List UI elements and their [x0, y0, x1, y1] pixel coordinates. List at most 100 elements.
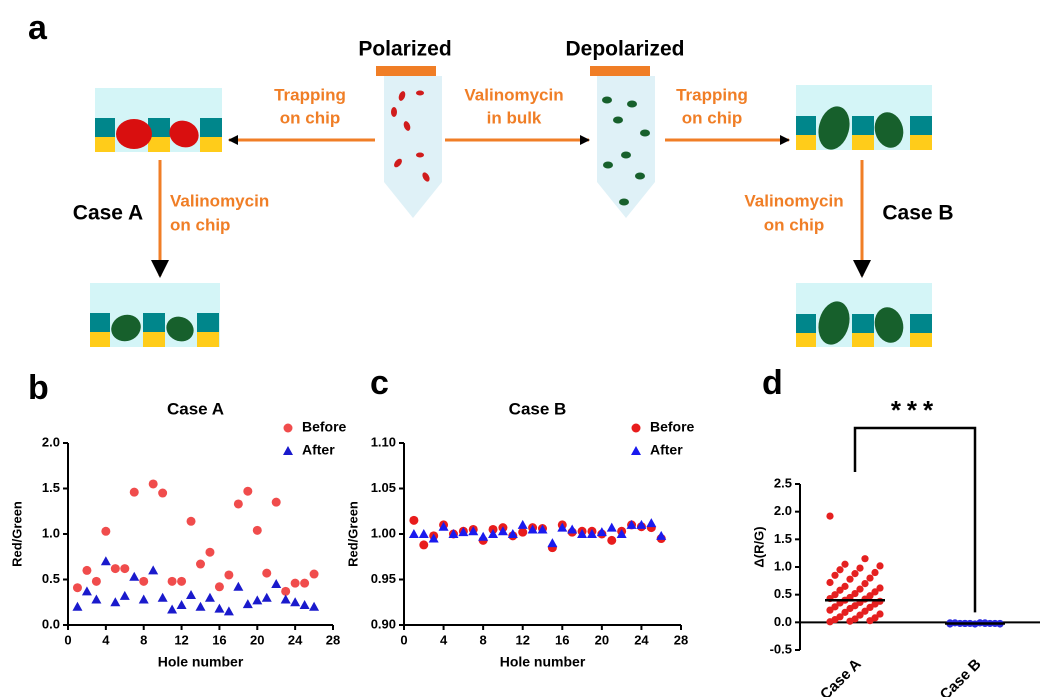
x-tick-label: 4 [102, 632, 110, 647]
y-axis-label: Red/Green [345, 501, 360, 567]
marker [176, 599, 187, 609]
marker [866, 603, 874, 611]
marker [157, 592, 168, 602]
x-tick-label: Case A [817, 656, 865, 697]
label: Valinomycin [744, 191, 843, 210]
marker [101, 526, 111, 536]
x-tick-label: 0 [400, 632, 407, 647]
marker [205, 547, 215, 557]
legend-label: After [650, 442, 683, 458]
marker [214, 582, 224, 592]
panel-letter: a [28, 9, 48, 47]
marker [856, 564, 864, 572]
marker [167, 604, 178, 614]
annotation: *** [891, 395, 939, 425]
marker [110, 564, 120, 574]
marker [309, 569, 319, 579]
marker [224, 570, 234, 580]
marker [841, 560, 849, 568]
marker [636, 519, 647, 529]
label: on chip [280, 108, 340, 127]
x-axis-label: Hole number [500, 654, 586, 670]
marker [148, 565, 159, 575]
marker [300, 578, 310, 588]
marker [826, 512, 834, 520]
marker [871, 568, 879, 577]
y-axis-label: Red/Green [9, 501, 24, 567]
y-tick-label: 1.0 [774, 558, 792, 573]
marker [831, 591, 839, 599]
y-tick-label: 2.0 [42, 434, 60, 449]
label: on chip [170, 215, 230, 234]
marker [831, 571, 839, 579]
marker [196, 559, 205, 569]
y-tick-label: 1.00 [371, 525, 396, 540]
y-tick-label: -0.5 [770, 641, 792, 656]
marker [851, 589, 859, 598]
marker [158, 488, 168, 498]
x-axis-label: Hole number [158, 654, 244, 670]
marker [428, 533, 439, 543]
marker [138, 594, 149, 604]
marker [91, 576, 101, 586]
x-tick-label: 0 [64, 632, 71, 647]
marker [82, 565, 92, 575]
label: Valinomycin [464, 85, 563, 104]
marker [243, 486, 253, 496]
marker [507, 529, 518, 538]
marker [836, 566, 844, 574]
x-tick-label: 24 [634, 632, 649, 647]
marker [186, 589, 197, 599]
marker [271, 497, 281, 507]
marker [846, 617, 854, 625]
marker [195, 601, 206, 611]
marker [626, 519, 637, 529]
label: Case A [73, 202, 143, 225]
marker [826, 606, 834, 614]
marker [280, 594, 291, 604]
y-tick-label: 0.90 [371, 616, 396, 631]
panel-letter: c [370, 364, 389, 402]
y-tick-label: 0.5 [42, 571, 60, 586]
marker [586, 529, 597, 538]
marker [846, 604, 854, 613]
marker [607, 535, 617, 545]
marker [606, 522, 617, 532]
marker [418, 529, 429, 538]
marker [204, 592, 215, 602]
marker [91, 594, 102, 604]
marker [72, 583, 82, 593]
label: Polarized [358, 38, 451, 61]
marker [186, 516, 196, 526]
marker [876, 610, 884, 618]
marker [129, 571, 140, 581]
marker [283, 446, 293, 455]
tube-depolarized [590, 66, 655, 218]
y-tick-label: 2.0 [774, 503, 792, 518]
x-tick-label: 24 [288, 632, 303, 647]
x-tick-label: 16 [555, 632, 569, 647]
marker [252, 595, 263, 605]
y-tick-label: 0.95 [371, 571, 396, 586]
marker [242, 599, 253, 609]
y-tick-label: 0.0 [42, 616, 60, 631]
y-tick-label: 1.05 [371, 480, 396, 495]
marker [836, 586, 844, 594]
marker [271, 579, 282, 589]
x-tick-label: 20 [595, 632, 609, 647]
marker [468, 526, 479, 536]
marker [497, 526, 508, 536]
x-tick-label: 8 [140, 632, 147, 647]
marker [148, 479, 158, 489]
marker [577, 529, 588, 538]
marker [478, 531, 489, 541]
x-tick-label: 12 [174, 632, 188, 647]
marker [290, 578, 300, 588]
marker [517, 519, 528, 529]
marker [119, 590, 130, 600]
y-tick-label: 0.5 [774, 586, 792, 601]
x-tick-label: 8 [480, 632, 487, 647]
arrows [151, 135, 871, 278]
marker [409, 515, 419, 525]
